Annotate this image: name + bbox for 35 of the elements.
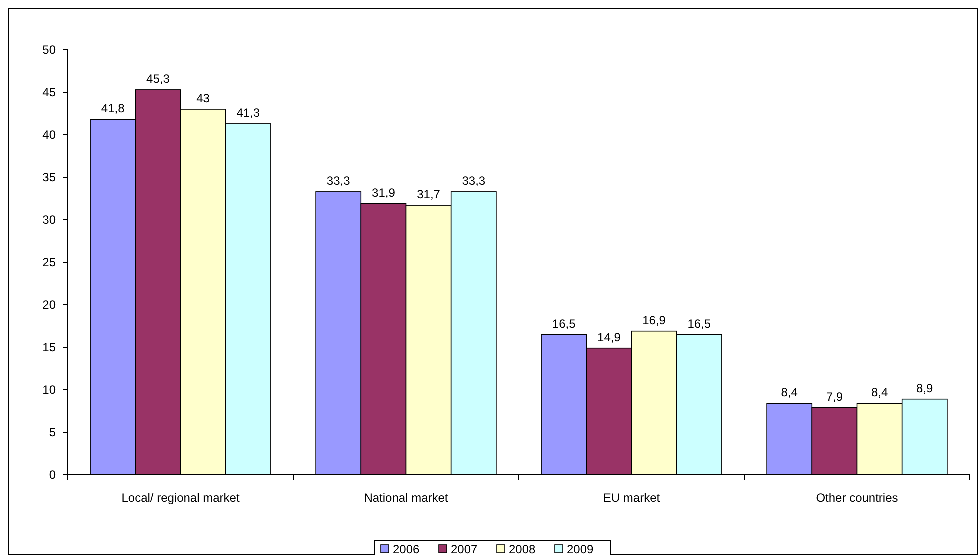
y-tick-label: 20 [42,298,56,312]
data-label: 31,9 [372,186,396,200]
y-tick-label: 50 [42,43,56,58]
data-label: 7,9 [826,390,844,404]
data-label: 45,3 [146,72,170,86]
y-tick-label: 10 [42,383,56,398]
y-tick-label: 35 [42,170,56,185]
legend-label: 2006 [393,542,420,555]
data-label: 16,5 [552,316,576,331]
x-tick-label: Other countries [816,491,898,505]
y-tick-label: 0 [49,468,56,482]
data-label: 41,3 [236,106,260,120]
data-label: 8,9 [916,381,934,396]
y-tick-label: 15 [42,340,56,355]
data-label: 16,5 [688,316,712,331]
legend-label: 2008 [509,542,536,555]
data-label: 14,9 [598,330,622,344]
y-tick-label: 40 [42,128,56,142]
data-label: 33,3 [462,174,486,188]
data-label: 16,9 [642,313,666,328]
x-tick-label: National market [364,491,449,505]
legend-label: 2009 [567,542,594,555]
data-label: 43 [196,92,210,106]
data-label: 33,3 [326,174,351,188]
legend-label: 2007 [451,542,478,555]
data-label: 31,7 [417,188,441,202]
y-tick-label: 30 [42,213,56,228]
x-tick-label: Local/ regional market [122,491,240,505]
data-label: 41,8 [101,102,126,116]
y-tick-label: 5 [49,426,56,440]
y-tick-label: 45 [42,86,56,100]
x-tick-label: EU market [603,491,661,505]
data-label: 8,4 [871,386,888,400]
y-tick-label: 25 [42,256,56,270]
data-label: 8,4 [781,386,798,400]
